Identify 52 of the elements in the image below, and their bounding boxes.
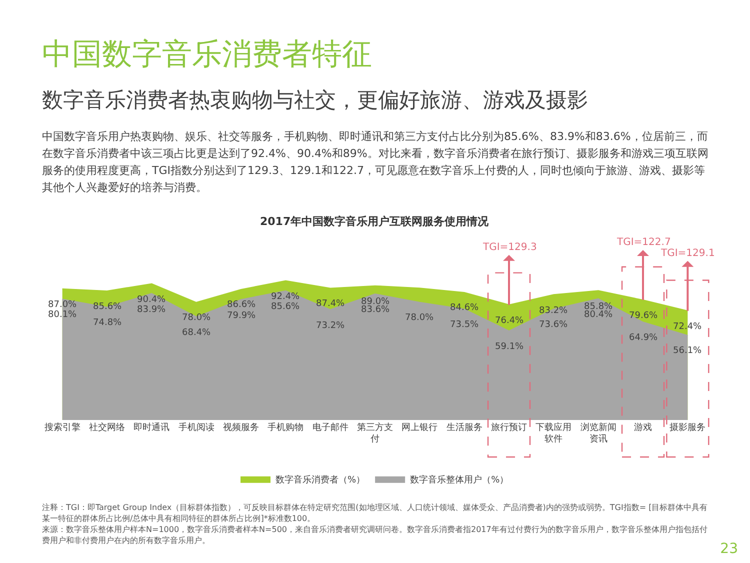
x-tick-label: 浏览新闻资讯 [580,422,616,445]
source-note: 来源：数字音乐整体用户样本N=1000，数字音乐消费者样本N=500，来自音乐消费者研究调研问卷。数字音乐消费者指2017年有过付费行为的数字音乐用户，数字音乐整体用户指包括付费用户和非付费用户在内的所有数字音乐用户。 [42,525,708,545]
x-tick-label: 网上银行 [402,422,438,433]
data-label: 89.0% [361,297,390,307]
x-tick-label: 视频服务 [223,422,259,433]
data-label: 87.4% [316,299,346,309]
x-tick-label: 第三方支付 [357,422,393,445]
data-label: 68.4% [182,328,212,338]
x-tick-label: 即时通讯 [134,422,170,433]
data-label: 59.1% [495,342,524,352]
data-label: 74.8% [93,318,122,328]
x-tick-label: 生活服务 [446,422,482,433]
x-tick-label: 游戏 [634,422,652,433]
data-label: 87.0% [48,300,78,310]
data-label: 76.4% [495,316,524,326]
data-label: 86.6% [227,300,256,310]
annotation: TGI=129.1 [660,248,715,259]
x-tick-label: 搜索引擎 [44,422,80,433]
data-label: 83.6% [361,305,390,315]
x-tick-label: 社交网络 [89,422,125,433]
data-label: 73.6% [539,320,568,330]
x-tick-label: 摄影服务 [670,422,706,433]
x-tick-label: 手机购物 [268,422,304,433]
data-label: 85.8% [584,302,614,312]
legend-label: 数字音乐消费者（%） [276,474,366,486]
x-tick-label: 电子邮件 [312,422,348,433]
x-tick-label: 手机阅读 [178,422,214,433]
data-label: 73.5% [450,320,480,330]
annotation: TGI=129.3 [482,242,537,253]
data-label: 64.9% [629,333,658,343]
y-axis-title: 2017年中国数字音乐用户互联网服务使用情况 [260,215,490,228]
data-label: 85.6% [93,302,122,312]
legend-label: 数字音乐整体用户（%） [410,474,509,486]
data-label: 78.0% [405,313,434,323]
data-label: 92.4% [271,292,300,302]
chart-subtitle: 数字音乐消费者热衷购物与社交，更偏好旅游、游戏及摄影 [42,87,588,114]
data-label: 83.9% [137,305,166,315]
chart-title: 中国数字音乐消费者特征 [42,36,372,74]
text: 注释：TGI：即Target Group Index（目标群体指数），可反映目标群体在特定研究范围(如地理区域、人口统计领域、媒体受众、产品消费者)内的强势或弱势。TGI指数= [目标群体中具有某一特征的群体所占比例/总体中具有相同特征的群体所占比例]*标准数100。 [42,503,708,523]
data-label: 80.4% [584,310,614,320]
x-tick-label: 旅行预订 [491,422,527,433]
data-label: 73.2% [316,321,346,331]
data-label: 78.0% [182,313,212,323]
data-label: 80.1% [48,310,78,320]
x-tick-label: 下载应用软件 [536,422,572,445]
data-label: 79.6% [629,311,658,321]
data-label: 79.9% [227,311,256,321]
data-label: 85.6% [271,302,300,312]
text: 中国数字音乐用户热衷购物、娱乐、社交等服务，手机购物、即时通讯和第三方支付占比分别为85.6%、83.9%和83.6%，位居前三，而在数字音乐消费者中该三项占比更是达到了92.4%、90.4%和89%。对比来看，数字音乐消费者在旅行预订、摄影服务和游戏三项互联网服务的使用程度更高，TGI指数分别达到了129.3、129.1和122.7，可见愿意在数字音乐上付费的人，同时也倾向于旅游、游戏、摄影等其他个人兴趣爱好的培养与消费。 [42,129,710,196]
text: 23 [720,541,738,557]
data-label: 90.4% [137,295,166,305]
annotation: TGI=122.7 [616,237,671,248]
